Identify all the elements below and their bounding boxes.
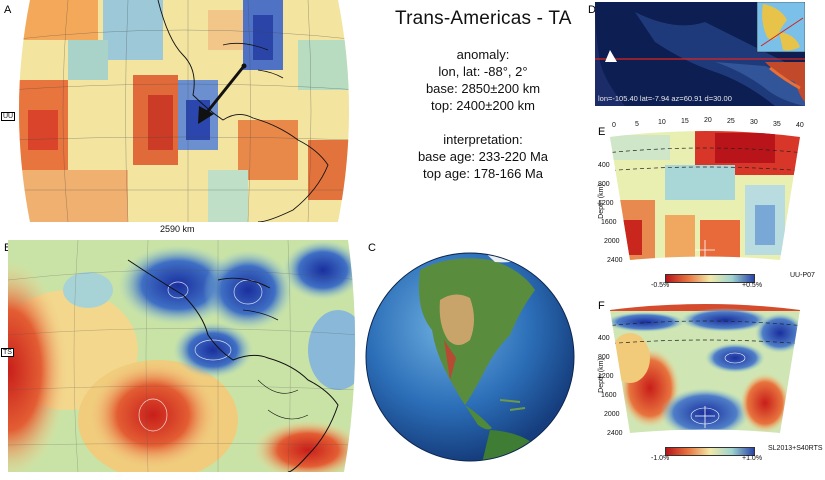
panel-e-depth-axis-label: Depth (km) xyxy=(597,184,605,219)
panel-c-letter: C xyxy=(368,242,376,254)
depth-tick: 2000 xyxy=(604,411,620,418)
x-tick: 0 xyxy=(612,121,616,129)
panel-f-depth-axis-label: Depth (km) xyxy=(597,358,605,393)
page-title: Trans-Americas - TA xyxy=(395,8,572,29)
interpretation-top-age: top age: 178-166 Ma xyxy=(423,166,543,181)
panel-f-scale-max: +1.0% xyxy=(742,455,763,462)
panel-a-depth-label: 2590 km xyxy=(160,224,195,234)
anomaly-top: top: 2400±200 km xyxy=(431,98,535,113)
panel-e-scale-max: +0.5% xyxy=(742,282,763,289)
x-tick: 5 xyxy=(635,120,639,128)
depth-tick: 800 xyxy=(598,181,610,188)
panel-e-depth-ticks: 400 800 1200 1600 2000 2400 xyxy=(598,141,623,271)
anomaly-lonlat: lon, lat: -88°, 2° xyxy=(438,64,528,79)
panel-e-cross-section xyxy=(610,131,800,260)
x-tick: 25 xyxy=(727,118,735,126)
interpretation-base-age: base age: 233-220 Ma xyxy=(417,149,549,164)
panel-b-tomography-map xyxy=(8,240,356,472)
depth-tick: 2400 xyxy=(607,430,623,437)
depth-tick: 800 xyxy=(598,354,610,361)
panel-f-model-name: SL2013+S40RTS xyxy=(768,445,823,452)
depth-tick: 1200 xyxy=(598,373,614,380)
x-tick: 30 xyxy=(750,119,758,127)
panel-b-letter: B xyxy=(4,242,12,254)
x-tick: 10 xyxy=(658,119,666,127)
panel-e-x-ticks: 0 5 10 15 20 25 30 35 40 xyxy=(612,117,804,129)
depth-tick: 2400 xyxy=(607,257,623,264)
panel-f-cross-section xyxy=(610,304,800,433)
panel-f-scale-min: -1.0% xyxy=(651,455,670,462)
depth-tick: 1200 xyxy=(598,200,614,207)
panel-a-letter: A xyxy=(4,4,12,16)
x-tick: 15 xyxy=(681,118,689,126)
panel-e-colorbar xyxy=(665,274,755,283)
panel-e-letter: E xyxy=(598,126,606,138)
panel-d-location-map xyxy=(595,2,805,106)
panel-f-colorbar xyxy=(665,447,755,456)
x-tick: 20 xyxy=(704,117,712,124)
panel-f-letter: F xyxy=(598,300,605,312)
x-tick: 40 xyxy=(796,121,804,129)
panel-e-scale-min: -0.5% xyxy=(651,282,670,289)
panel-a-edge-tag: UU xyxy=(1,112,16,121)
depth-tick: 400 xyxy=(598,335,610,342)
interpretation-heading: interpretation: xyxy=(443,132,523,147)
anomaly-base: base: 2850±200 km xyxy=(425,81,541,96)
panel-d-letter: D xyxy=(588,4,596,16)
depth-tick: 1600 xyxy=(601,219,617,226)
depth-tick: 1600 xyxy=(601,392,617,399)
depth-tick: 2000 xyxy=(604,238,620,245)
panel-b-edge-tag: TS xyxy=(1,348,14,357)
panel-d-caption: lon=-105.40 lat=-7.94 az=60.91 d=30.00 xyxy=(598,94,732,103)
depth-tick: 400 xyxy=(598,162,610,169)
panel-f-depth-ticks: 400 800 1200 1600 2000 2400 xyxy=(598,314,623,444)
panel-a-tomography-map xyxy=(19,0,349,222)
x-tick: 35 xyxy=(773,120,781,128)
panel-c-globe xyxy=(365,252,575,462)
anomaly-heading: anomaly: xyxy=(456,47,510,62)
panel-e-model-name: UU-P07 xyxy=(790,272,815,279)
